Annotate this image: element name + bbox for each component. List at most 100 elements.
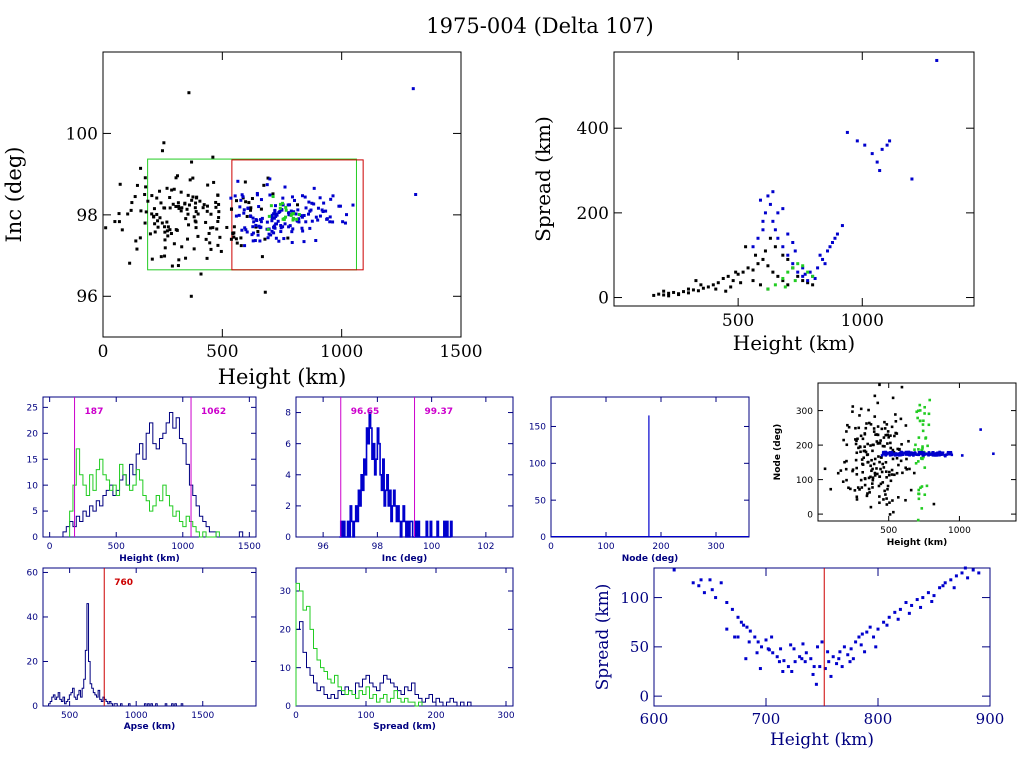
data-point xyxy=(310,201,314,205)
y-tick-label: 20 xyxy=(280,625,292,635)
y-tick-label: 0 xyxy=(32,702,38,712)
data-point xyxy=(855,466,858,470)
x-axis-label: Node (deg) xyxy=(622,554,679,564)
data-point xyxy=(886,487,889,491)
x-axis-label: Spread (km) xyxy=(373,722,436,732)
marker-label: 760 xyxy=(114,578,133,588)
data-point xyxy=(272,216,276,220)
y-tick-label: 6 xyxy=(285,440,291,450)
data-point xyxy=(672,290,676,294)
data-point xyxy=(938,450,941,454)
data-point xyxy=(921,429,925,433)
data-point xyxy=(277,239,281,243)
data-point xyxy=(238,205,242,209)
data-point xyxy=(235,199,239,203)
data-point xyxy=(890,450,894,454)
data-point xyxy=(873,471,877,475)
x-tick-label: 500 xyxy=(722,311,754,331)
histogram-series xyxy=(46,603,184,707)
y-axis-label: Spread (km) xyxy=(531,116,555,242)
data-point xyxy=(263,237,267,241)
data-point xyxy=(904,498,907,502)
data-point xyxy=(874,433,877,436)
chart-spread-height-top: 500 1000 0 200 400 Height (km) Spread (km) xyxy=(531,51,975,355)
data-point xyxy=(345,213,349,217)
data-point xyxy=(714,596,718,600)
data-point xyxy=(920,485,924,488)
data-point xyxy=(897,448,901,451)
data-point xyxy=(187,203,191,207)
data-point xyxy=(912,471,916,475)
data-point xyxy=(771,651,775,655)
data-point xyxy=(859,478,863,482)
data-point xyxy=(134,239,138,243)
data-point xyxy=(921,423,925,426)
x-tick-label: 700 xyxy=(752,710,781,728)
x-tick-label: 600 xyxy=(640,710,669,728)
data-point xyxy=(259,207,263,211)
data-point xyxy=(885,476,888,479)
data-point xyxy=(198,199,202,203)
data-point xyxy=(791,266,795,270)
data-point xyxy=(270,213,274,217)
x-tick-label: 1000 xyxy=(125,711,148,721)
data-point xyxy=(910,453,913,456)
data-point xyxy=(291,216,295,220)
data-point xyxy=(896,496,900,499)
data-point xyxy=(941,451,945,455)
data-point xyxy=(172,187,176,191)
data-point xyxy=(872,427,876,430)
data-point xyxy=(266,228,270,232)
y-tick-label: 20 xyxy=(27,658,39,668)
data-point xyxy=(811,283,815,287)
data-point xyxy=(748,629,752,633)
data-point xyxy=(884,470,888,473)
data-point xyxy=(923,493,927,497)
data-point xyxy=(287,203,291,207)
data-point xyxy=(234,237,238,241)
data-point xyxy=(761,228,765,232)
data-point xyxy=(190,198,194,202)
data-point xyxy=(328,215,332,219)
x-tick-label: 0 xyxy=(548,542,554,552)
data-point xyxy=(725,627,729,631)
data-point xyxy=(286,236,290,240)
data-point xyxy=(885,497,888,500)
data-point xyxy=(894,452,898,455)
data-point xyxy=(837,657,841,661)
data-point xyxy=(840,665,844,669)
data-point xyxy=(906,453,910,456)
data-point xyxy=(863,477,867,480)
data-point xyxy=(710,588,714,592)
data-point xyxy=(891,499,894,502)
data-point xyxy=(143,221,147,225)
data-point xyxy=(865,453,869,457)
data-point xyxy=(699,578,703,582)
data-point xyxy=(917,453,921,456)
data-point xyxy=(893,434,896,438)
data-point xyxy=(297,217,301,221)
data-point xyxy=(272,224,276,228)
data-point xyxy=(887,615,891,619)
data-point xyxy=(820,640,824,644)
data-point xyxy=(878,460,881,464)
data-point xyxy=(927,451,931,454)
data-point xyxy=(281,196,285,200)
data-point xyxy=(763,249,767,253)
data-point xyxy=(251,216,255,220)
data-point xyxy=(179,209,183,213)
data-point xyxy=(677,293,681,297)
data-point xyxy=(851,469,854,473)
data-point xyxy=(291,218,295,222)
data-point xyxy=(739,620,743,624)
data-point xyxy=(929,452,933,456)
data-point xyxy=(885,143,889,147)
data-point xyxy=(917,448,920,451)
data-point xyxy=(921,447,924,450)
data-point xyxy=(300,215,304,219)
data-point xyxy=(936,451,939,455)
data-point xyxy=(856,437,859,441)
histogram-series xyxy=(295,621,472,707)
data-point xyxy=(939,453,943,456)
data-point xyxy=(897,453,900,456)
